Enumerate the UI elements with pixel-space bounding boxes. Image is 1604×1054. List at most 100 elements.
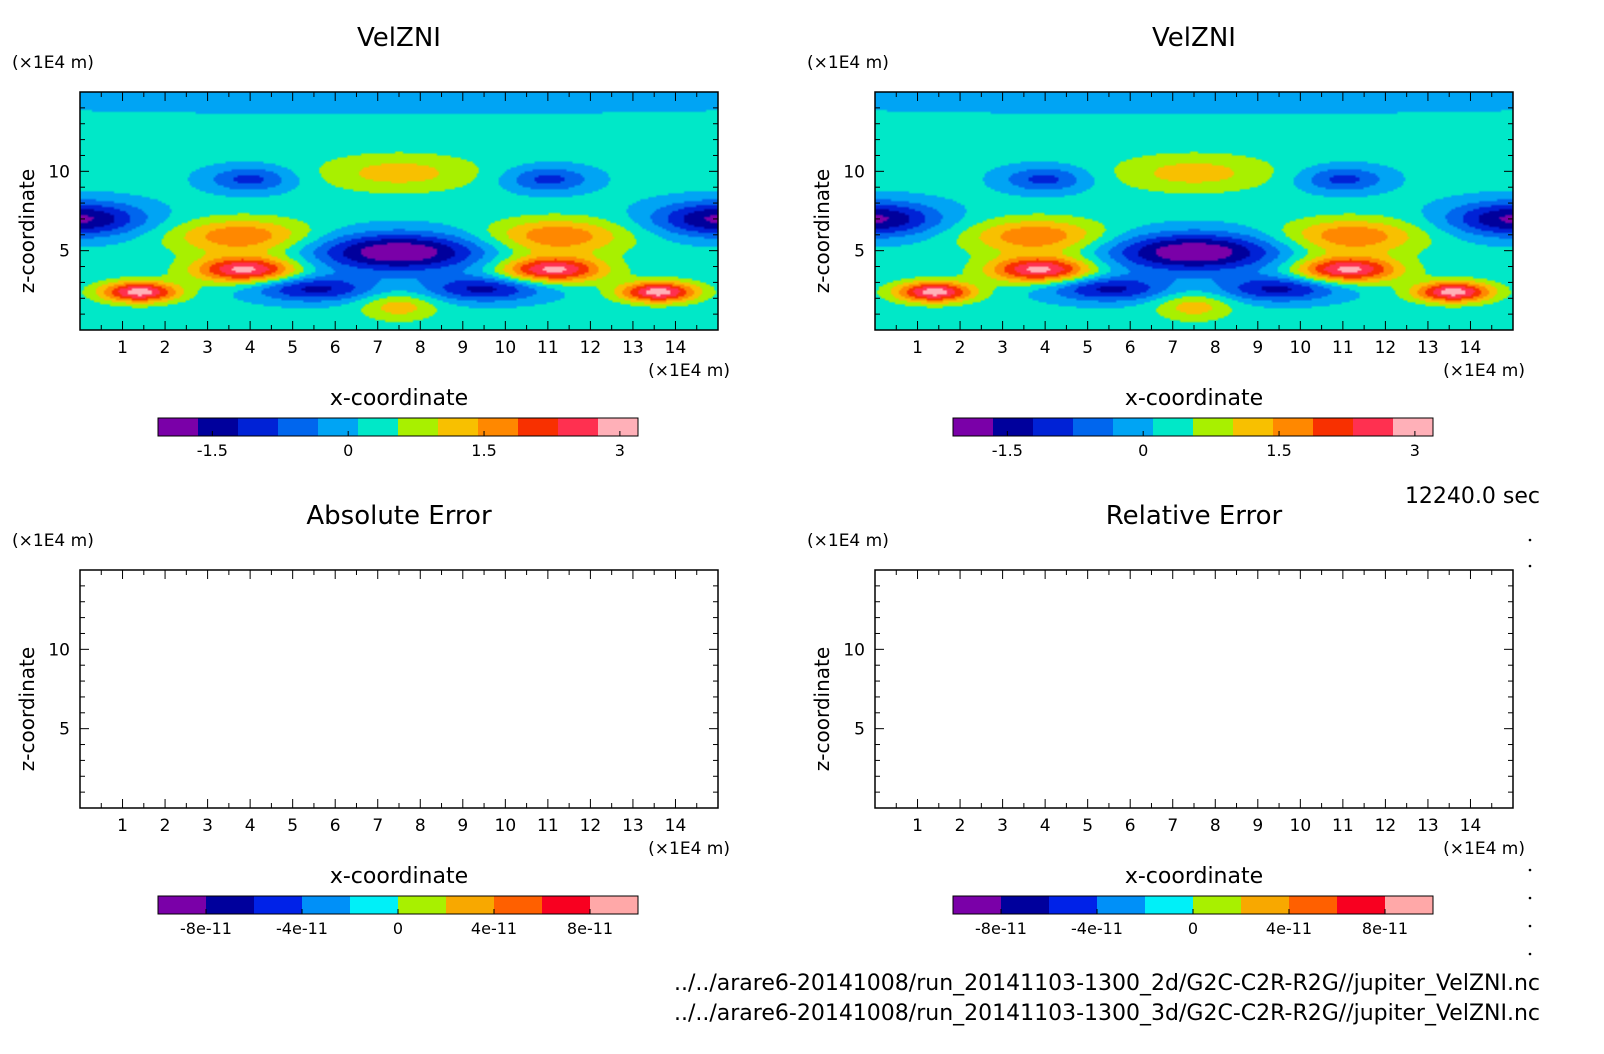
colorbar-segment — [1233, 418, 1274, 436]
file-path-3d: ../../arare6-20141008/run_20141103-1300_… — [674, 1001, 1540, 1026]
x-tick-label: 14 — [665, 338, 687, 358]
y-axis-label: z-coordinate — [15, 169, 39, 293]
y-tick-label: 10 — [843, 162, 865, 182]
colorbar-tick-label: -8e-11 — [180, 919, 232, 938]
stray-dot — [1528, 896, 1532, 900]
colorbar-segment — [398, 896, 447, 914]
x-tick-label: 13 — [622, 338, 644, 358]
colorbar-segment — [446, 896, 495, 914]
colorbar-segment — [1193, 418, 1234, 436]
colorbar-tick-label: 3 — [615, 441, 625, 460]
colorbar-segment — [1337, 896, 1386, 914]
x-tick-label: 2 — [955, 816, 966, 836]
x-tick-label: 11 — [1332, 338, 1354, 358]
y-tick-label: 5 — [59, 720, 70, 740]
colorbar-segment — [1049, 896, 1098, 914]
x-tick-label: 6 — [330, 338, 341, 358]
colorbar-segment — [1033, 418, 1074, 436]
colorbar-segment — [1001, 896, 1050, 914]
x-tick-label: 8 — [415, 338, 426, 358]
x-tick-label: 1 — [117, 816, 128, 836]
colorbar-segment — [1193, 896, 1242, 914]
colorbar-segment — [398, 418, 439, 436]
x-tick-label: 12 — [1375, 338, 1397, 358]
x-tick-label: 14 — [665, 816, 687, 836]
colorbar-segment — [494, 896, 543, 914]
y-tick-label: 10 — [843, 640, 865, 660]
chart-title: Absolute Error — [306, 501, 492, 531]
colorbar-segment — [254, 896, 303, 914]
x-tick-label: 6 — [330, 816, 341, 836]
x-tick-label: 2 — [955, 338, 966, 358]
x-tick-label: 11 — [537, 816, 559, 836]
x-tick-label: 3 — [202, 816, 213, 836]
x-tick-label: 11 — [537, 338, 559, 358]
x-tick-label: 4 — [1040, 338, 1051, 358]
x-tick-label: 1 — [912, 816, 923, 836]
chart-title: VelZNI — [1152, 23, 1236, 53]
x-tick-label: 7 — [1167, 816, 1178, 836]
colorbar-segment — [1273, 418, 1314, 436]
colorbar-tick-label: -1.5 — [992, 441, 1023, 460]
x-tick-label: 4 — [245, 338, 256, 358]
colorbar-segment — [438, 418, 479, 436]
colorbar-tick-label: 0 — [343, 441, 353, 460]
chart-panel: Relative Error(×1E4 m)1 2 3 4 5 6 7 8 9 10 11 12 13 1… — [807, 501, 1525, 938]
colorbar-segment — [158, 418, 199, 436]
colorbar-segment — [1241, 896, 1290, 914]
x-tick-label: 8 — [1210, 816, 1221, 836]
x-tick-label: 14 — [1460, 338, 1482, 358]
x-tick-label: 7 — [372, 816, 383, 836]
chart-panel: VelZNI(×1E4 m)1 2 3 4 5 6 7 8 9 10 11 12 13 14510(×1E… — [807, 23, 1525, 460]
contour-field — [80, 92, 718, 330]
x-tick-label: 3 — [997, 338, 1008, 358]
contour-field — [875, 92, 1513, 330]
colorbar-segment — [1353, 418, 1394, 436]
colorbar-tick-label: 0 — [1188, 919, 1198, 938]
colorbar-segment — [1393, 418, 1434, 436]
x-tick-label: 4 — [245, 816, 256, 836]
stray-dot — [1528, 538, 1532, 542]
y-axis-label: z-coordinate — [810, 169, 834, 293]
stray-dots — [1528, 538, 1532, 956]
x-tick-label: 3 — [997, 816, 1008, 836]
x-tick-label: 5 — [1082, 338, 1093, 358]
chart-title: Relative Error — [1106, 501, 1283, 531]
x-axis-label: x-coordinate — [1125, 864, 1263, 889]
x-tick-label: 2 — [160, 816, 171, 836]
x-tick-label: 4 — [1040, 816, 1051, 836]
x-tick-label: 5 — [287, 816, 298, 836]
x-tick-label: 10 — [1290, 816, 1312, 836]
colorbar-tick-label: 8e-11 — [567, 919, 613, 938]
y-axis-label: z-coordinate — [810, 647, 834, 771]
x-tick-label: 6 — [1125, 816, 1136, 836]
colorbar-segment — [1289, 896, 1338, 914]
colorbar-segment — [1073, 418, 1114, 436]
x-tick-label: 13 — [622, 816, 644, 836]
colorbar-tick-label: 1.5 — [471, 441, 496, 460]
colorbar-segment — [1097, 896, 1146, 914]
x-tick-label: 9 — [1252, 338, 1263, 358]
y-tick-label: 10 — [48, 640, 70, 660]
colorbar-segment — [953, 896, 1002, 914]
x-tick-label: 7 — [1167, 338, 1178, 358]
colorbar-tick-label: 0 — [1138, 441, 1148, 460]
x-tick-label: 11 — [1332, 816, 1354, 836]
y-unit-label: (×1E4 m) — [807, 53, 889, 73]
x-tick-label: 13 — [1417, 816, 1439, 836]
x-tick-label: 13 — [1417, 338, 1439, 358]
x-tick-label: 12 — [1375, 816, 1397, 836]
x-tick-label: 9 — [457, 338, 468, 358]
chart-panel: Absolute Error(×1E4 m)1 2 3 4 5 6 7 8 9 10 11 12 13 1… — [12, 501, 730, 938]
chart-title: VelZNI — [357, 23, 441, 53]
x-tick-label: 12 — [580, 338, 602, 358]
colorbar-segment — [158, 896, 207, 914]
colorbar-segment — [478, 418, 519, 436]
colorbar-segment — [1145, 896, 1194, 914]
colorbar-tick-label: -8e-11 — [975, 919, 1027, 938]
colorbar-tick-label: 8e-11 — [1362, 919, 1408, 938]
colorbar-segment — [278, 418, 319, 436]
x-tick-label: 10 — [495, 816, 517, 836]
stray-dot — [1528, 564, 1532, 568]
